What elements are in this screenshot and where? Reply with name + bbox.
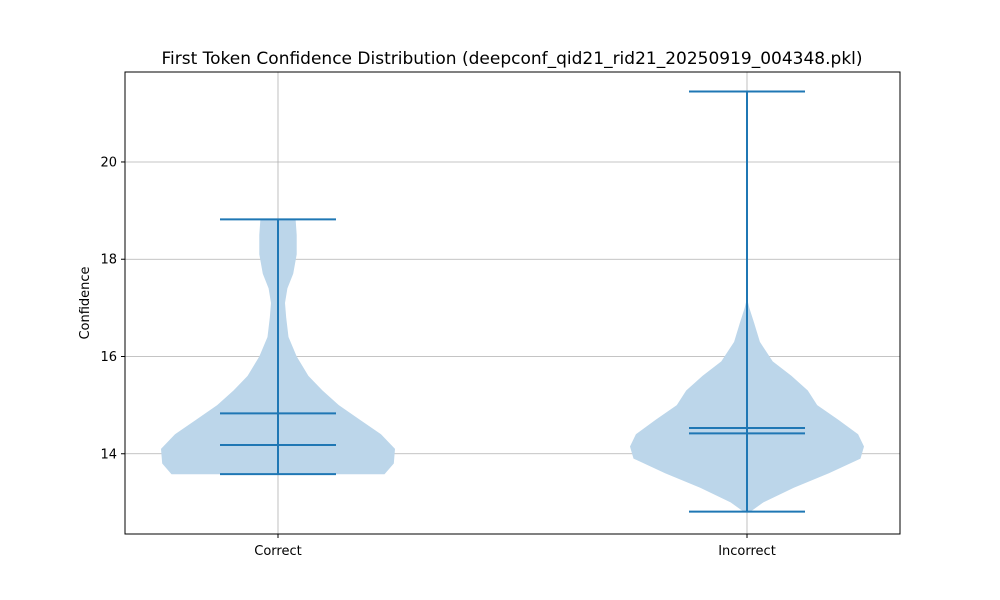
y-tick-label: 14 [100, 447, 117, 462]
y-tick-label: 16 [100, 350, 117, 365]
axis-ticks: 14 16 18 20 Correct Incorrect [100, 155, 775, 559]
y-axis-label: Confidence [78, 266, 93, 339]
x-tick-label: Correct [254, 544, 301, 559]
plot-frame [124, 71, 901, 535]
y-tick-label: 20 [100, 155, 117, 170]
chart-title: First Token Confidence Distribution (dee… [161, 49, 862, 69]
x-tick-label: Incorrect [718, 544, 776, 559]
y-tick-label: 18 [100, 253, 117, 268]
violin-bodies [161, 91, 864, 512]
violin-stat-lines [220, 90, 805, 513]
